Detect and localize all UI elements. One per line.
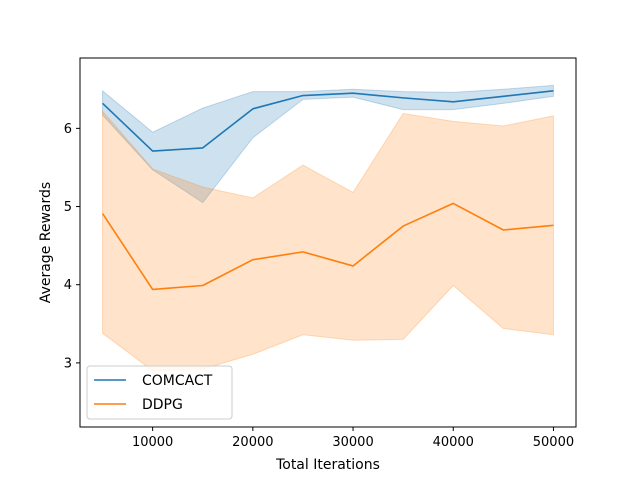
legend-label-ddpg: DDPG: [142, 397, 183, 413]
x-tick-label: 40000: [433, 435, 474, 450]
legend-label-comcact: COMCACT: [142, 373, 213, 389]
x-axis-ticks: 10000 20000 30000 40000 50000: [132, 427, 574, 450]
y-tick-label: 6: [64, 122, 72, 137]
y-tick-label: 4: [64, 278, 72, 293]
x-axis-label: Total Iterations: [275, 457, 380, 473]
x-tick-label: 10000: [132, 435, 173, 450]
y-tick-label: 5: [64, 200, 72, 215]
ddpg-band: [102, 109, 554, 372]
ddpg-line: [101, 202, 554, 291]
confidence-bands: [102, 84, 554, 372]
x-tick-label: 50000: [533, 435, 574, 450]
comcact-band: [102, 84, 554, 204]
comcact-line: [101, 90, 554, 152]
y-axis-label: Average Rewards: [38, 182, 54, 303]
y-axis-ticks: 3 4 5 6: [64, 122, 80, 371]
y-tick-label: 3: [64, 356, 72, 371]
x-tick-label: 20000: [232, 435, 273, 450]
x-tick-label: 30000: [332, 435, 373, 450]
plot-frame: [79, 57, 577, 428]
legend: COMCACT DDPG: [86, 365, 233, 420]
series-lines: [101, 90, 554, 291]
